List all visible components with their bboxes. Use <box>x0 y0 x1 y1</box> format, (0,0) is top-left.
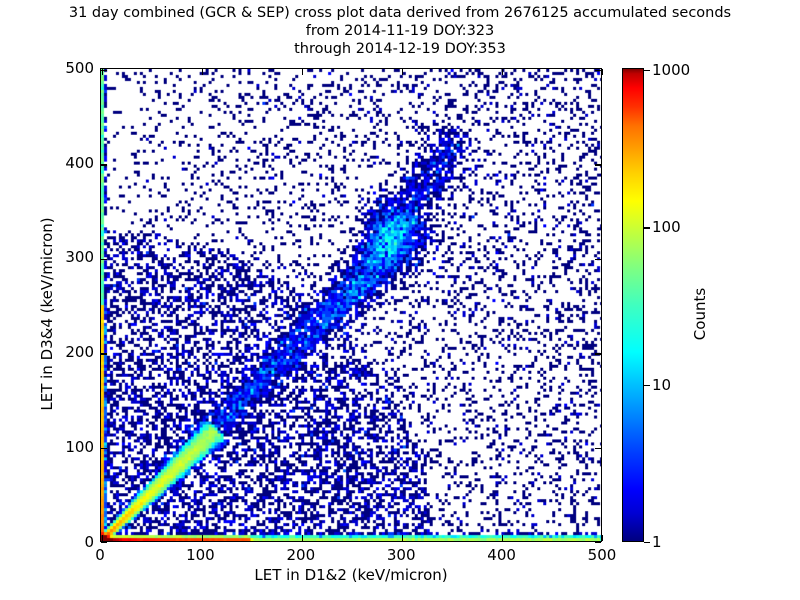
x-tick-mark <box>302 69 304 75</box>
colorbar-tick-label-1: 1 <box>652 533 662 551</box>
chart-title-line-2: from 2014-11-19 DOY:323 <box>305 23 495 39</box>
colorbar-tick-label-10: 10 <box>652 375 672 394</box>
y-tick-mark <box>595 164 601 166</box>
colorbar-tick-label-100: 100 <box>652 218 681 237</box>
y-tick-mark <box>101 164 107 166</box>
y-tick-mark <box>595 353 601 355</box>
x-tick-mark <box>502 535 504 541</box>
x-tick-mark <box>402 535 404 541</box>
x-tick-mark <box>602 535 604 541</box>
y-tick-mark <box>595 70 601 72</box>
x-tick-label-0: 0 <box>95 546 105 564</box>
y-axis-title: LET in D3&4 (keV/micron) <box>38 217 56 411</box>
y-tick-mark <box>101 353 107 355</box>
x-axis-title: LET in D1&2 (keV/micron) <box>254 566 448 584</box>
x-tick-mark <box>202 535 204 541</box>
y-tick-label-200: 200 <box>65 343 94 361</box>
x-tick-mark <box>102 535 104 541</box>
colorbar-gradient <box>622 68 644 542</box>
x-tick-label-500: 500 <box>587 546 617 564</box>
chart-title-line-1: 31 day combined (GCR & SEP) cross plot d… <box>68 5 732 21</box>
x-tick-label-400: 400 <box>487 546 516 564</box>
x-tick-mark <box>302 535 304 541</box>
x-tick-label-100: 100 <box>186 546 215 564</box>
x-tick-mark <box>502 69 504 75</box>
chart-title: 31 day combined (GCR & SEP) cross plot d… <box>0 4 800 58</box>
colorbar-tick-label-1000: 1000 <box>652 61 691 79</box>
x-tick-mark <box>602 69 604 75</box>
y-tick-label-400: 400 <box>65 154 94 172</box>
y-tick-label-500: 500 <box>65 59 94 77</box>
x-tick-mark <box>202 69 204 75</box>
x-tick-mark <box>402 69 404 75</box>
x-tick-mark <box>102 69 104 75</box>
y-tick-mark <box>101 447 107 449</box>
y-tick-labels: 0 100 200 300 400 500 <box>32 0 94 600</box>
y-tick-mark <box>101 542 107 544</box>
colorbar-title: Counts <box>691 287 709 341</box>
plot-area <box>100 68 604 544</box>
y-tick-mark <box>595 258 601 261</box>
y-tick-mark <box>101 70 107 72</box>
y-tick-mark <box>101 258 107 261</box>
y-tick-label-300: 300 <box>65 248 94 266</box>
density-scatter-plot <box>101 69 601 541</box>
y-tick-mark <box>595 542 601 544</box>
chart-title-line-3: through 2014-12-19 DOY:353 <box>294 41 506 57</box>
x-tick-label-200: 200 <box>286 546 316 564</box>
x-tick-label-300: 300 <box>386 546 416 564</box>
y-tick-mark <box>595 447 601 449</box>
y-tick-label-0: 0 <box>84 533 94 551</box>
y-tick-label-100: 100 <box>65 438 94 456</box>
